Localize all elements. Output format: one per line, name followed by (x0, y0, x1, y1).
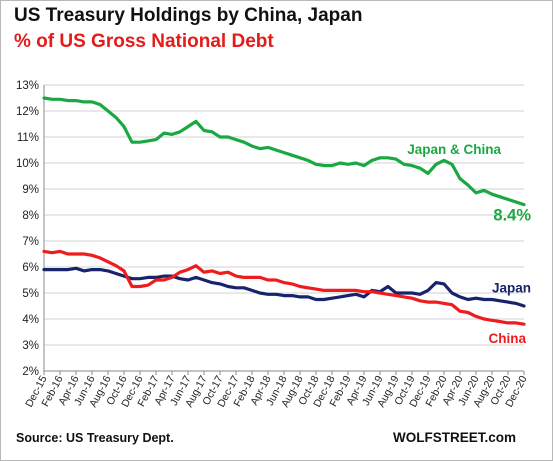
y-tick-label: 3% (22, 340, 39, 352)
gridlines (44, 84, 524, 372)
publisher-credit: WOLFSTREET.com (392, 430, 516, 445)
y-tick-label: 4% (22, 314, 39, 326)
y-tick-label: 10% (16, 158, 39, 170)
series-line-japan-china (42, 96, 526, 207)
series-line-japan (42, 266, 526, 308)
y-tick-label: 13% (16, 80, 39, 92)
series-label-japan-china: Japan & China (407, 142, 501, 157)
source-note: Source: US Treasury Dept. (16, 431, 174, 445)
end-value-label: 8.4% (493, 207, 531, 225)
y-tick-label: 9% (22, 184, 39, 196)
y-tick-label: 11% (17, 132, 39, 144)
chart-title: US Treasury Holdings by China, Japan (14, 5, 363, 26)
y-tick-label: 8% (22, 210, 39, 222)
y-tick-label: 12% (16, 106, 39, 118)
series-labels: Japan & China 8.4% Japan China (407, 142, 531, 346)
series-label-china: China (488, 331, 526, 346)
series-label-japan: Japan (492, 281, 531, 296)
y-tick-label: 7% (22, 236, 39, 248)
chart-subtitle: % of US Gross National Debt (14, 31, 274, 52)
y-tick-label: 5% (22, 288, 39, 300)
axes: 2%3%4%5%6%7%8%9%10%11%12%13%Dec-15Feb-16… (16, 80, 530, 409)
y-tick-label: 2% (22, 366, 39, 378)
y-tick-label: 6% (22, 262, 39, 274)
series-line-china (42, 249, 526, 326)
series-lines (42, 96, 526, 326)
